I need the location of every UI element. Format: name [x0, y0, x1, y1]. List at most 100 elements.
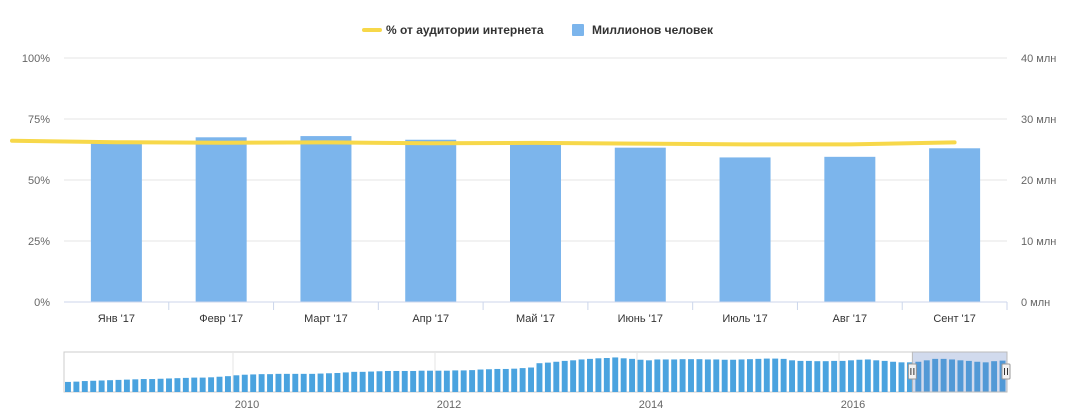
navigator-bar: [974, 361, 981, 392]
navigator-bar: [368, 371, 375, 392]
x-tick-label: Янв '17: [98, 313, 135, 325]
navigator-bar: [612, 357, 619, 392]
navigator-bar: [671, 359, 678, 392]
y-left-tick-label: 75%: [28, 114, 50, 126]
navigator-bar: [418, 370, 425, 392]
navigator-bar: [637, 359, 644, 392]
navigator-bar: [342, 372, 349, 392]
navigator-bar: [982, 362, 989, 392]
navigator-bar: [477, 369, 484, 392]
navigator-bar: [275, 373, 282, 392]
y-right-tick-label: 10 млн: [1021, 236, 1056, 248]
bar[interactable]: [929, 148, 981, 302]
navigator-bar: [460, 370, 467, 392]
navigator-bar: [123, 379, 130, 392]
navigator-bar: [848, 360, 854, 392]
legend[interactable]: % от аудитории интернета Миллионов челов…: [362, 23, 714, 37]
navigator-bar: [713, 359, 720, 392]
y-left-tick-label: 100%: [22, 53, 50, 65]
navigator-bar: [923, 360, 930, 392]
bar[interactable]: [614, 147, 666, 302]
x-tick-label: Март '17: [304, 313, 348, 325]
navigator-bar: [839, 360, 846, 392]
navigator-bar: [511, 368, 518, 392]
bar[interactable]: [719, 157, 771, 302]
x-tick-label: Май '17: [516, 313, 555, 325]
legend-line-label: % от аудитории интернета: [386, 23, 544, 37]
navigator-selection[interactable]: [911, 351, 1008, 393]
navigator-handle-right[interactable]: [1001, 363, 1011, 380]
navigator-bar: [696, 359, 703, 392]
navigator-bar: [443, 370, 450, 392]
bar[interactable]: [405, 139, 457, 302]
navigator-bar: [65, 381, 71, 392]
bar[interactable]: [824, 156, 876, 302]
navigator-bar: [805, 360, 812, 392]
navigator-bar: [216, 376, 223, 392]
navigator-bar: [469, 370, 476, 392]
bar[interactable]: [300, 136, 352, 302]
handle-grip[interactable]: [907, 363, 917, 380]
bar[interactable]: [90, 141, 142, 302]
navigator-bar: [410, 370, 417, 392]
x-tick-label: Апр '17: [412, 313, 449, 325]
navigator-bar: [224, 376, 231, 392]
navigator-bar: [393, 370, 400, 392]
navigator[interactable]: 2010 2012 2014 2016: [63, 351, 1011, 411]
navigator-bar: [679, 359, 686, 392]
y-right-tick-label: 20 млн: [1021, 175, 1056, 187]
x-tick-label: Июнь '17: [618, 313, 663, 325]
navigator-bar: [881, 360, 888, 392]
line-path[interactable]: [10, 138, 957, 147]
x-tick-label: Июль '17: [722, 313, 767, 325]
bar[interactable]: [510, 143, 561, 302]
navigator-bar: [763, 358, 770, 392]
navigator-bar: [746, 359, 753, 392]
navigator-bar: [300, 373, 307, 392]
navigator-bar: [485, 369, 492, 392]
x-tick-label: Сент '17: [933, 313, 976, 325]
navigator-bar: [662, 359, 669, 392]
navigator-bar: [166, 378, 172, 392]
navigator-bar: [957, 360, 964, 392]
navigator-bar: [140, 379, 147, 392]
navigator-bar: [544, 362, 551, 392]
navigator-bar: [949, 359, 955, 392]
navigator-bars: [65, 357, 1006, 392]
y-right-tick-label: 0 млн: [1021, 297, 1050, 309]
navigator-bar: [326, 373, 332, 392]
navigator-bar: [831, 360, 838, 392]
navigator-bar: [536, 363, 543, 392]
y-right-tick-label: 40 млн: [1021, 53, 1056, 65]
navigator-bar: [721, 359, 728, 392]
navigator-bar: [309, 373, 316, 392]
navigator-bar: [73, 381, 80, 392]
navigator-bar: [81, 381, 88, 392]
navigator-bar: [174, 378, 181, 392]
navigator-bar: [267, 374, 273, 392]
navigator-bar: [401, 370, 408, 392]
navigator-bar: [864, 359, 871, 392]
navigator-bar: [208, 377, 215, 392]
legend-bar-label: Миллионов человек: [592, 23, 714, 37]
navigator-bar: [334, 372, 341, 392]
navigator-bar: [772, 358, 779, 392]
bar[interactable]: [195, 137, 247, 302]
navigator-bar: [241, 374, 248, 392]
y-left-tick-label: 25%: [28, 236, 50, 248]
navigator-bar: [250, 374, 257, 392]
navigator-bar: [755, 358, 762, 392]
navigator-bar: [822, 361, 829, 392]
navigator-year-label: 2016: [841, 399, 865, 411]
navigator-year-label: 2014: [639, 399, 663, 411]
navigator-bar: [494, 368, 501, 392]
navigator-handle-left[interactable]: [907, 363, 917, 380]
navigator-bar: [654, 359, 661, 392]
navigator-bar: [427, 370, 433, 392]
navigator-bar: [553, 361, 560, 392]
handle-grip[interactable]: [1001, 363, 1011, 380]
navigator-bar: [704, 359, 711, 392]
y-left-tick-label: 50%: [28, 175, 50, 187]
navigator-bar: [435, 370, 442, 392]
